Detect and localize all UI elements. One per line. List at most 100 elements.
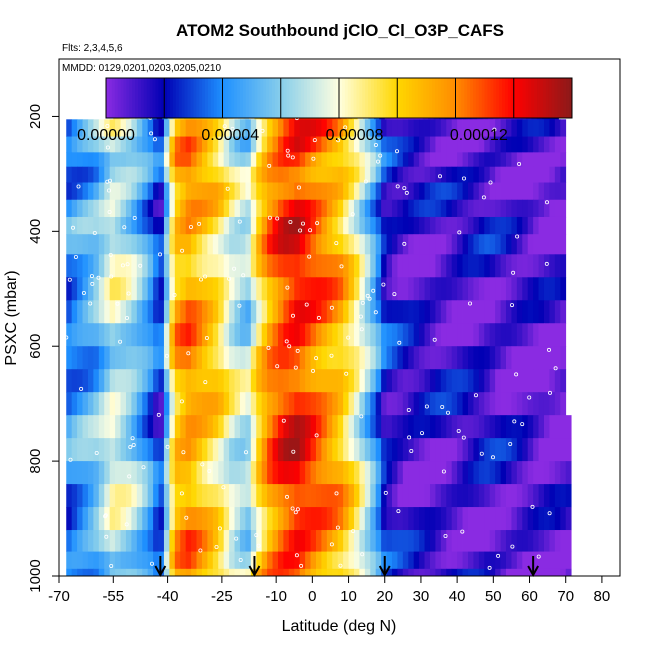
heatmap-cell: [516, 166, 523, 183]
heatmap-cell: [77, 551, 83, 570]
heatmap-cell: [484, 182, 491, 201]
heatmap-cell: [305, 323, 311, 347]
heatmap-cell: [402, 199, 409, 218]
colorbar-segment: [138, 78, 142, 118]
x-axis-label: Latitude (deg N): [282, 618, 397, 635]
heatmap-cell: [527, 119, 534, 137]
heatmap-cell: [147, 234, 154, 255]
heatmap-cell: [315, 216, 322, 235]
heatmap-cell: [353, 568, 360, 577]
heatmap-cell: [261, 530, 268, 552]
heatmap-cell: [261, 119, 268, 137]
heatmap-cell: [370, 254, 377, 278]
colorbar-segment: [315, 78, 320, 118]
heatmap-cell: [473, 166, 480, 183]
heatmap-cell: [163, 182, 170, 201]
heatmap-cell: [435, 346, 442, 370]
flight-arrow-head: [248, 565, 261, 578]
colorbar-segment: [566, 78, 570, 118]
heatmap-cell: [185, 392, 192, 416]
heatmap-cell: [131, 507, 138, 531]
sample-marker: [517, 161, 522, 166]
heatmap-cell: [158, 182, 165, 201]
heatmap-cell: [93, 461, 100, 485]
colorbar-segment: [353, 78, 357, 118]
heatmap-cell: [153, 507, 159, 531]
heatmap-cell: [229, 323, 235, 347]
heatmap-cell: [402, 461, 409, 485]
sample-marker: [316, 315, 321, 320]
colorbar: 0.00000 0.00004 0.00008 0.00012: [77, 77, 573, 144]
colorbar-segment: [563, 78, 567, 118]
heatmap-cell: [277, 277, 284, 301]
heatmap-cell: [305, 484, 311, 508]
heatmap-cell: [402, 300, 409, 324]
heatmap-cell: [180, 182, 187, 201]
heatmap-cell: [66, 415, 73, 439]
heatmap-cell: [381, 234, 387, 255]
heatmap-cell: [239, 438, 246, 462]
heatmap-cell: [125, 507, 132, 531]
heatmap-cell: [397, 507, 404, 531]
heatmap-cell: [169, 152, 176, 168]
heatmap-cell: [234, 119, 241, 137]
heatmap-cell: [277, 415, 284, 439]
heatmap-cell: [71, 119, 78, 137]
heatmap-cell: [337, 484, 344, 508]
heatmap-cell: [473, 199, 480, 218]
heatmap-cell: [229, 166, 235, 183]
heatmap-cell: [408, 484, 415, 508]
heatmap-cell: [343, 484, 349, 508]
colorbar-segment: [461, 78, 465, 118]
heatmap-cell: [511, 346, 518, 370]
heatmap-cell: [125, 551, 132, 570]
sample-marker: [467, 301, 472, 306]
heatmap-cell: [261, 461, 268, 485]
heatmap-cell: [424, 346, 431, 370]
heatmap-cell: [272, 216, 279, 235]
heatmap-cell: [419, 530, 425, 552]
heatmap-cell: [196, 300, 203, 324]
heatmap-cell: [71, 438, 78, 462]
x-tick-label: -25: [211, 588, 233, 605]
colorbar-segment: [210, 78, 215, 118]
heatmap-cell: [381, 323, 387, 347]
heatmap-cell: [549, 369, 556, 393]
heatmap-cell: [191, 484, 197, 508]
heatmap-cell: [435, 152, 442, 168]
heatmap-cell: [136, 507, 143, 531]
heatmap-cell: [288, 152, 295, 168]
colorbar-segment: [222, 78, 226, 118]
heatmap-cell: [196, 415, 203, 439]
heatmap-cell: [261, 392, 268, 416]
colorbar-segment: [551, 78, 556, 118]
heatmap-cell: [125, 392, 132, 416]
colorbar-segment: [347, 78, 352, 118]
colorbar-segment: [560, 78, 564, 118]
heatmap-cell: [153, 166, 159, 183]
heatmap-cell: [343, 323, 349, 347]
colorbar-segment: [467, 78, 471, 118]
heatmap-cell: [87, 152, 94, 168]
heatmap-cell: [462, 461, 469, 485]
heatmap-cell: [495, 484, 501, 508]
heatmap-cell: [549, 277, 556, 301]
colorbar-segment: [446, 78, 451, 118]
heatmap-cell: [158, 166, 165, 183]
heatmap-cell: [505, 415, 512, 439]
heatmap-cell: [402, 369, 409, 393]
heatmap-cell: [256, 234, 263, 255]
heatmap-cell: [98, 507, 105, 531]
heatmap-cell: [239, 415, 246, 439]
sample-marker: [207, 468, 212, 473]
heatmap-cell: [163, 234, 170, 255]
heatmap-cell: [77, 484, 83, 508]
heatmap-cell: [413, 530, 420, 552]
heatmap-cell: [435, 568, 442, 577]
heatmap-cell: [364, 216, 371, 235]
sample-marker: [109, 274, 114, 279]
heatmap-cell: [234, 166, 241, 183]
colorbar-segment: [475, 78, 480, 118]
heatmap-cell: [163, 507, 170, 531]
heatmap-cell: [549, 461, 556, 485]
